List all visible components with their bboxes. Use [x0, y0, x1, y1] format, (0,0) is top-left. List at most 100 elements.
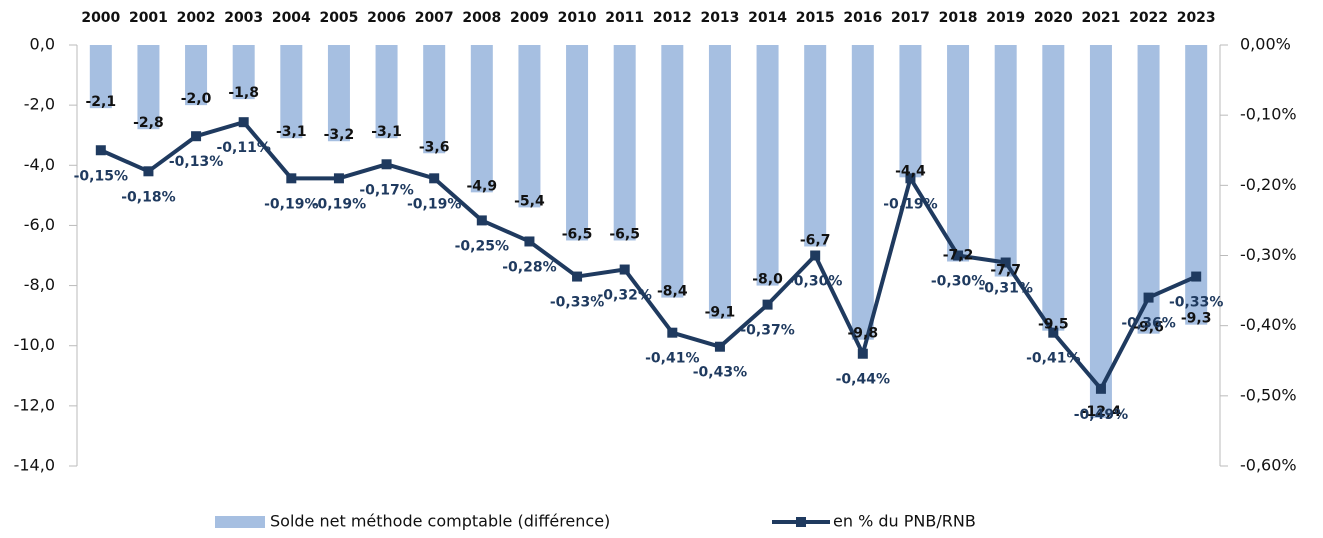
line-label: -0,32%: [597, 288, 651, 304]
line-label: -0,37%: [740, 323, 794, 339]
x-tick-label: 2013: [700, 10, 739, 26]
line-label: -0,43%: [693, 365, 747, 381]
line-marker: [714, 341, 725, 352]
bar-label: -9,5: [1038, 317, 1069, 333]
line-label: -0,30%: [788, 274, 842, 290]
line-marker: [572, 271, 583, 282]
line-marker: [238, 117, 249, 128]
bar-label: -2,8: [133, 115, 164, 131]
x-tick-label: 2007: [415, 10, 454, 26]
x-tick-label: 2015: [796, 10, 835, 26]
bar: [280, 45, 303, 139]
bar: [804, 45, 827, 247]
y-tick-label: 0,0: [30, 35, 55, 54]
bar-label: -5,4: [514, 193, 545, 209]
line-marker: [905, 173, 916, 184]
line-marker: [1000, 257, 1011, 268]
line-marker: [1048, 327, 1059, 338]
bar: [327, 45, 350, 142]
x-tick-label: 2004: [272, 10, 311, 26]
x-tick-label: 2020: [1034, 10, 1073, 26]
legend-label: Solde net méthode comptable (différence): [270, 512, 610, 531]
bar: [613, 45, 636, 241]
y-tick-label: -12,0: [14, 395, 55, 414]
bar: [756, 45, 779, 286]
x-tick-label: 2016: [843, 10, 882, 26]
line-label: -0,30%: [931, 274, 985, 290]
bar-label: -9,8: [848, 326, 879, 342]
bar: [375, 45, 398, 139]
line-label: -0,19%: [264, 196, 318, 212]
y2-tick-label: -0,50%: [1240, 385, 1297, 404]
bar: [1042, 45, 1065, 331]
line-marker: [381, 159, 392, 170]
line-marker: [857, 348, 868, 359]
y2-tick-label: -0,10%: [1240, 105, 1297, 124]
bar-label: -6,5: [562, 226, 593, 242]
line-label: -0,19%: [312, 196, 366, 212]
line-label: -0,31%: [978, 281, 1032, 297]
line-marker: [333, 173, 344, 184]
line-marker: [143, 166, 154, 177]
x-tick-label: 2002: [177, 10, 216, 26]
bar: [661, 45, 684, 298]
bar-label: -8,0: [752, 272, 783, 288]
line-label: -0,44%: [836, 372, 890, 388]
bar: [518, 45, 541, 208]
y2-tick-label: 0,00%: [1240, 35, 1291, 54]
bar-label: -9,1: [705, 305, 736, 321]
bar-label: -3,1: [371, 124, 402, 140]
bar-label: -3,1: [276, 124, 307, 140]
line-label: -0,19%: [407, 196, 461, 212]
bar-label: -4,4: [895, 163, 926, 179]
bar: [470, 45, 493, 193]
x-tick-label: 2019: [986, 10, 1025, 26]
x-tick-label: 2010: [558, 10, 597, 26]
bar: [89, 45, 112, 109]
line-marker: [286, 173, 297, 184]
line-label: -0,18%: [121, 189, 175, 205]
line-marker: [667, 327, 678, 338]
line-label: -0,33%: [550, 295, 604, 311]
bar: [423, 45, 446, 154]
bar-label: -6,5: [609, 226, 640, 242]
x-tick-label: 2001: [129, 10, 168, 26]
line-marker: [191, 131, 202, 142]
line-marker: [810, 250, 821, 261]
bar: [899, 45, 922, 178]
line-label: -0,13%: [169, 154, 223, 170]
bar-label: -2,1: [86, 94, 117, 110]
bar: [994, 45, 1017, 277]
y-tick-label: -2,0: [24, 95, 55, 114]
line-label: -0,11%: [216, 140, 270, 156]
y-tick-label: -8,0: [24, 275, 55, 294]
line-marker: [1095, 383, 1106, 394]
x-tick-label: 2018: [939, 10, 978, 26]
bar-label: -2,0: [181, 91, 212, 107]
line-marker: [476, 215, 487, 226]
legend-swatch: [796, 517, 806, 527]
line-marker: [524, 236, 535, 247]
bar-label: -9,6: [1133, 320, 1164, 336]
y-tick-label: -14,0: [14, 456, 55, 475]
bar-label: -7,7: [990, 263, 1021, 279]
y2-tick-label: -0,40%: [1240, 315, 1297, 334]
x-tick-label: 2003: [224, 10, 263, 26]
line-label: -0,15%: [74, 168, 128, 184]
x-tick-label: 2006: [367, 10, 406, 26]
y-tick-label: -4,0: [24, 155, 55, 174]
y2-tick-label: -0,20%: [1240, 175, 1297, 194]
bar: [708, 45, 731, 319]
bar-label: -4,9: [467, 178, 498, 194]
legend-swatch: [215, 516, 265, 528]
bar: [185, 45, 208, 106]
x-tick-label: 2000: [81, 10, 120, 26]
x-tick-label: 2014: [748, 10, 787, 26]
line-label: -0,19%: [883, 196, 937, 212]
line-label: -0,41%: [1026, 351, 1080, 367]
bar: [851, 45, 874, 340]
x-tick-label: 2012: [653, 10, 692, 26]
line-marker: [953, 250, 964, 261]
legend-label: en % du PNB/RNB: [833, 512, 976, 531]
